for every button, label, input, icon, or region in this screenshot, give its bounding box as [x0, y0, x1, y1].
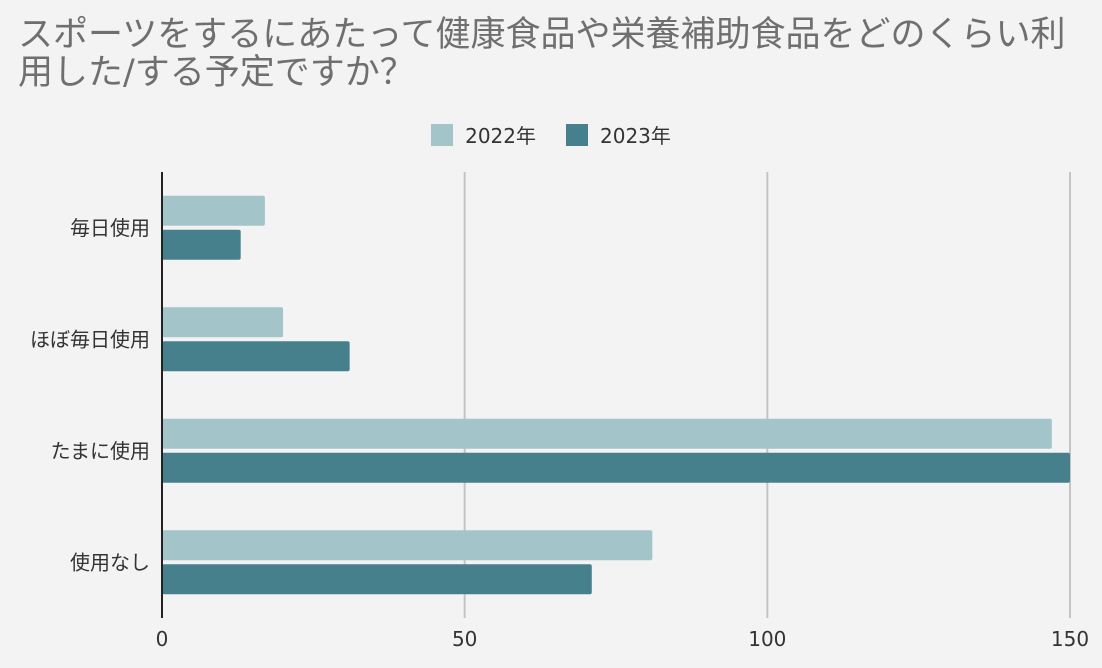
legend-swatch-2023	[566, 123, 588, 146]
bar-2023	[162, 229, 241, 260]
x-tick-label: 100	[748, 627, 786, 651]
legend-label-2023: 2023年	[600, 124, 671, 148]
x-tick-label: 150	[1051, 627, 1089, 651]
legend-item-2022: 2022年	[431, 120, 536, 149]
bar-2022	[162, 418, 1052, 449]
legend: 2022年 2023年	[0, 120, 1102, 149]
category-label: ほぼ毎日使用	[30, 327, 150, 351]
x-tick-label: 0	[156, 627, 169, 651]
category-label: たまに使用	[51, 439, 150, 463]
chart-title: スポーツをするにあたって健康食品や栄養補助食品をどのくらい利用した/する予定です…	[18, 15, 1066, 93]
bar-2023	[162, 452, 1070, 483]
bar-2022	[162, 307, 284, 338]
legend-swatch-2022	[431, 123, 454, 146]
x-tick-label: 50	[452, 627, 477, 651]
bar-2023	[162, 341, 350, 372]
legend-label-2022: 2022年	[465, 124, 536, 148]
legend-item-2023: 2023年	[566, 120, 671, 149]
category-label: 使用なし	[70, 550, 150, 574]
bar-2022	[162, 195, 265, 226]
bar-2022	[162, 530, 653, 561]
category-label: 毎日使用	[70, 216, 150, 240]
bar-2023	[162, 564, 592, 595]
